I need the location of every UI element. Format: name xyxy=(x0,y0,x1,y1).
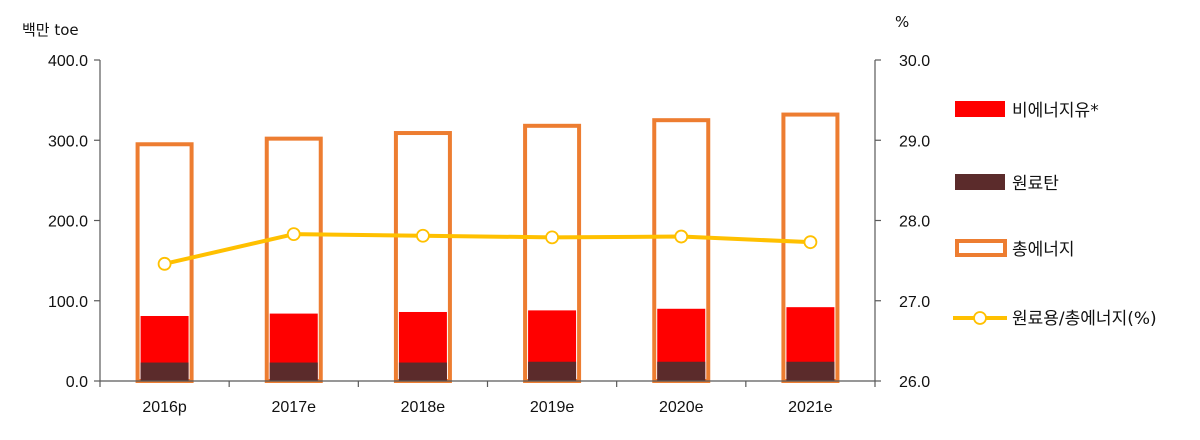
right-tick-label: 30.0 xyxy=(899,53,930,70)
legend-label-coking-coal: 원료탄 xyxy=(1012,174,1059,194)
non-energy-oil-bars xyxy=(140,307,835,381)
ratio-point-2019e xyxy=(545,230,559,245)
coking-coal-bars xyxy=(140,361,835,381)
ratio-line xyxy=(157,227,818,271)
ratio-point-2020e xyxy=(674,229,689,244)
legend-label-total-energy: 총에너지 xyxy=(1012,240,1075,260)
coking-coal-bar-2016p xyxy=(140,362,189,381)
right-tick-label: 29.0 xyxy=(899,133,930,150)
right-tick-label: 28.0 xyxy=(899,214,930,231)
left-tick-label: 0.0 xyxy=(66,374,88,391)
right-tick-label: 27.0 xyxy=(899,294,930,311)
legend-swatch-ratio-marker xyxy=(973,311,987,325)
left-tick-label: 100.0 xyxy=(48,294,88,311)
right-tick-label: 26.0 xyxy=(899,374,930,391)
ratio-point-2021e xyxy=(803,235,818,250)
x-tick-label: 2018e xyxy=(401,399,446,416)
legend-swatch-total-energy xyxy=(955,239,1007,257)
coking-coal-bar-2019e xyxy=(528,361,577,381)
right-axis-unit: % xyxy=(895,13,909,31)
x-tick-label: 2020e xyxy=(659,399,704,416)
ratio-point-2017e xyxy=(286,227,301,242)
coking-coal-bar-2021e xyxy=(786,361,835,381)
legend-label-non-energy-oil: 비에너지유* xyxy=(1012,101,1099,121)
x-tick-label: 2016p xyxy=(142,399,187,416)
ratio-line-path xyxy=(164,232,811,266)
axis-labels: 백만 toe% xyxy=(22,13,909,39)
legend-swatch-coking-coal xyxy=(955,174,1005,190)
coking-coal-bar-2018e xyxy=(398,362,447,381)
x-tick-label: 2019e xyxy=(530,399,575,416)
axes: 0.0 100.0 200.0 300.0 400.0 26.0 27.0 28.0 29.0 3… xyxy=(48,53,930,416)
ratio-point-2018e xyxy=(416,228,430,243)
coking-coal-bar-2017e xyxy=(269,362,318,381)
coking-coal-bar-2020e xyxy=(657,361,706,381)
ratio-point-2016p xyxy=(157,256,172,271)
x-tick-label: 2017e xyxy=(272,399,317,416)
x-tick-label: 2021e xyxy=(788,399,833,416)
left-tick-label: 300.0 xyxy=(48,133,88,150)
left-tick-label: 200.0 xyxy=(48,214,88,231)
legend-label-ratio: 원료용/총에너지(%) xyxy=(1012,309,1157,329)
left-tick-label: 400.0 xyxy=(48,53,88,70)
left-axis-unit: 백만 toe xyxy=(22,21,79,39)
legend-swatch-non-energy-oil xyxy=(955,101,1005,117)
